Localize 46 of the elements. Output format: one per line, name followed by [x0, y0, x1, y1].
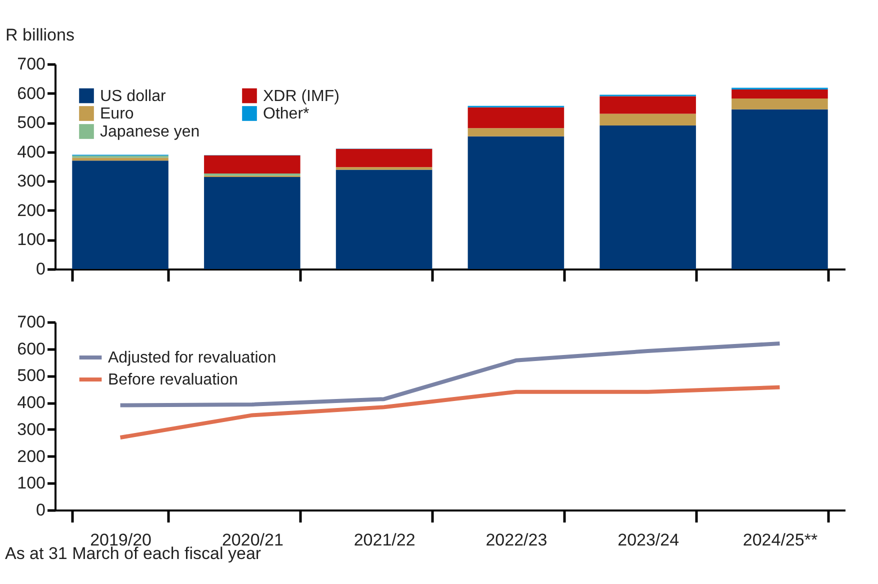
bar	[468, 128, 564, 136]
legend-label: Adjusted for revaluation	[108, 350, 276, 366]
legend-label: Japanese yen	[100, 124, 200, 140]
bar	[72, 160, 168, 269]
y-tick-label: 700	[17, 312, 46, 332]
y-tick-label: 200	[17, 200, 46, 220]
x-tick-label: 2024/25**	[742, 530, 818, 550]
bar	[600, 114, 696, 126]
x-tick-label: 2021/22	[354, 530, 416, 550]
legend-label: Before revaluation	[108, 372, 238, 388]
bar	[204, 177, 300, 269]
bar	[600, 96, 696, 114]
y-tick-label: 100	[17, 230, 46, 250]
bar	[732, 89, 828, 99]
y-tick-label: 700	[17, 54, 46, 74]
bar	[600, 126, 696, 269]
bar	[336, 167, 432, 170]
y-tick-label: 600	[17, 84, 46, 103]
legend-label: US dollar	[100, 88, 166, 105]
y-tick-label: 500	[17, 113, 46, 132]
legend-label: Other*	[263, 106, 310, 122]
y-tick-label: 100	[17, 474, 46, 493]
y-tick-label: 0	[36, 500, 46, 520]
bar	[732, 98, 828, 110]
y-tick-label: 300	[17, 172, 46, 191]
bar	[468, 107, 564, 128]
y-tick-label: 400	[17, 393, 46, 412]
bar	[732, 109, 828, 269]
line-series	[118, 385, 782, 440]
bar	[72, 158, 168, 161]
y-tick-label: 600	[17, 339, 46, 358]
legend-label: XDR (IMF)	[263, 88, 340, 105]
bar	[468, 136, 564, 269]
x-tick-label: 2022/23	[486, 530, 548, 550]
y-tick-label: 0	[36, 260, 46, 278]
bar	[204, 155, 300, 174]
x-tick-label: 2020/21	[222, 530, 284, 550]
bar	[336, 170, 432, 269]
bar	[336, 148, 432, 168]
y-axis-title: R billions	[6, 26, 74, 44]
y-tick-label: 500	[17, 366, 46, 386]
x-tick-label: 2023/24	[618, 530, 680, 550]
legend-label: Euro	[100, 106, 134, 122]
y-tick-label: 200	[17, 446, 46, 466]
y-tick-label: 400	[17, 142, 46, 162]
y-tick-label: 300	[17, 420, 46, 439]
